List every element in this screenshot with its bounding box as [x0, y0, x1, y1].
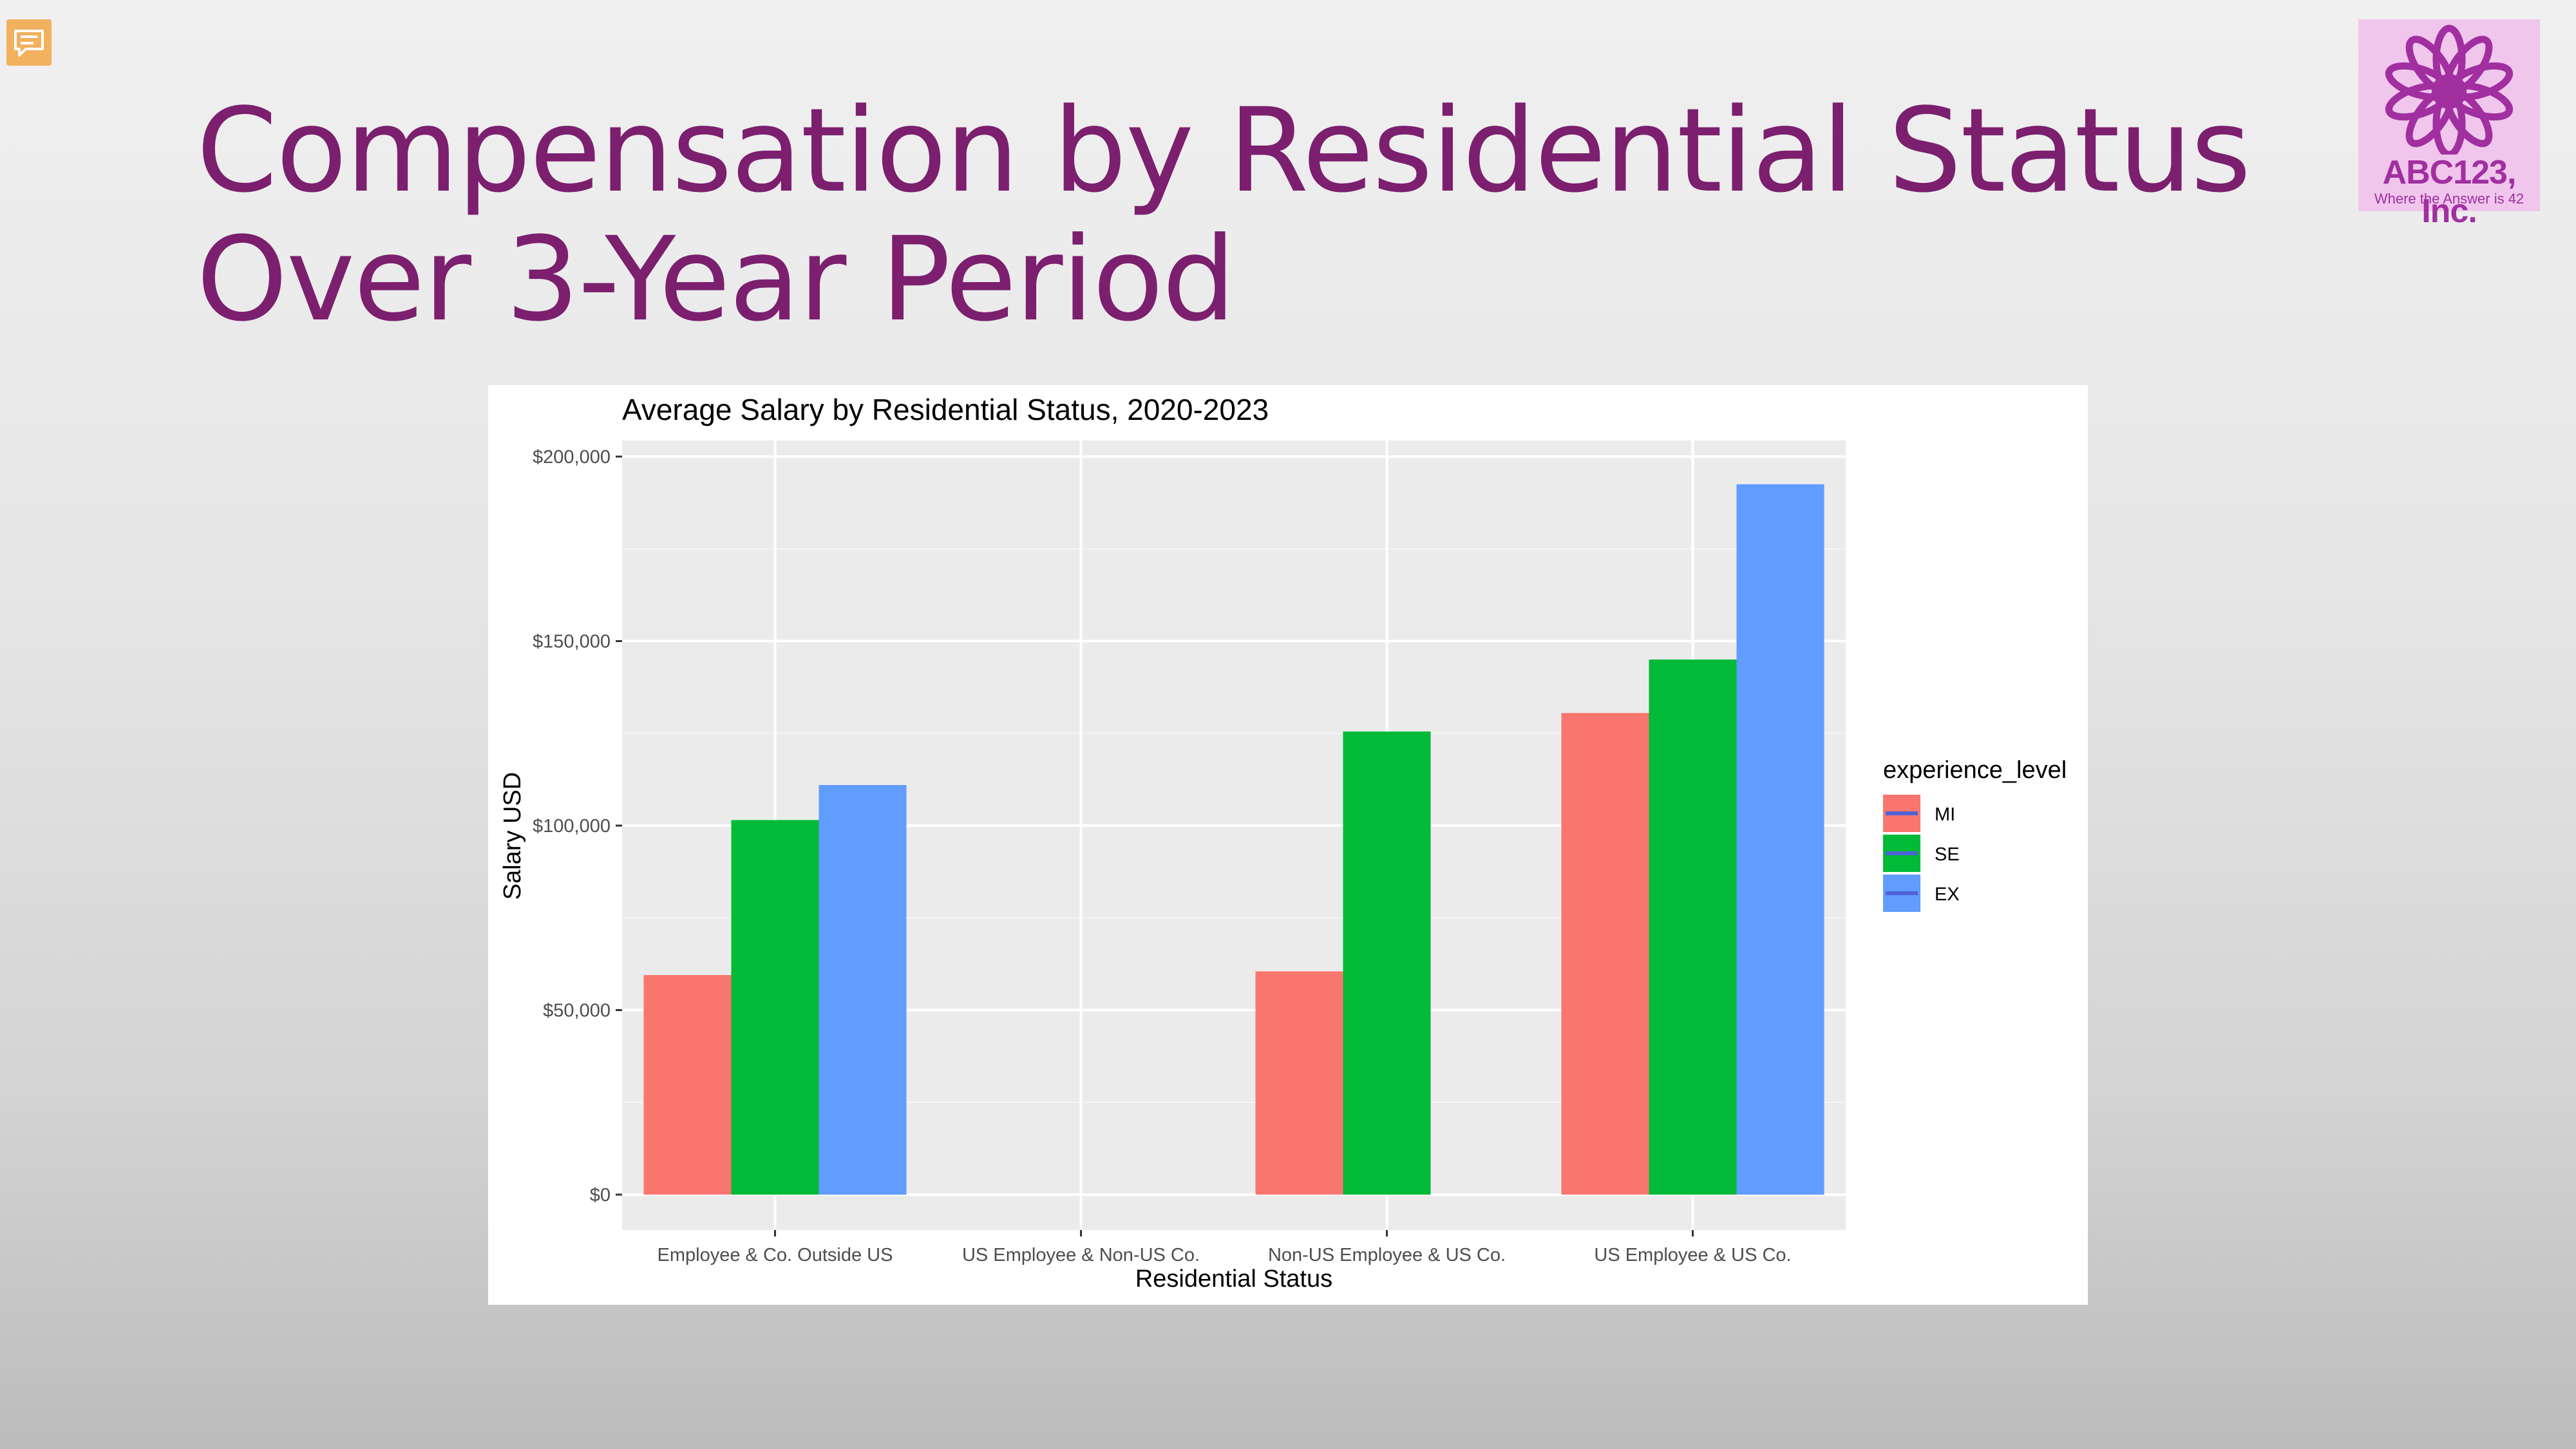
legend-title: experience_level: [1883, 757, 2067, 784]
chart-panel: Average Salary by Residential Status, 20…: [488, 385, 2088, 1305]
slide-title-line-1: Compensation by Residential Status: [196, 84, 2251, 218]
x-tick-label: US Employee & Non-US Co.: [962, 1245, 1200, 1265]
bar-mi-1: [643, 975, 732, 1195]
flower-petal: [2405, 35, 2455, 95]
y-tick-label: $200,000: [533, 447, 611, 468]
x-tick-label: Non-US Employee & US Co.: [1268, 1245, 1506, 1265]
bar-mi-3: [1255, 971, 1343, 1195]
company-logo: ABC123, Inc. Where the Answer is 42: [2358, 19, 2540, 230]
comment-icon[interactable]: [6, 19, 52, 66]
x-axis-label: Residential Status: [1135, 1265, 1332, 1293]
bar-se-3: [1343, 731, 1431, 1195]
bar-mi-4: [1561, 713, 1649, 1195]
chart-title: Average Salary by Residential Status, 20…: [622, 393, 1269, 426]
bar-se-1: [731, 820, 819, 1195]
x-tick-label: US Employee & US Co.: [1594, 1245, 1791, 1265]
y-tick-label: $0: [590, 1185, 611, 1206]
bar-chart: Average Salary by Residential Status, 20…: [499, 393, 2067, 1293]
slide-title: Compensation by Residential Status Over …: [196, 87, 2257, 345]
y-tick-label: $100,000: [533, 816, 611, 837]
legend-label-mi: MI: [1935, 804, 1955, 825]
bar-se-4: [1649, 659, 1737, 1195]
bar-ex-4: [1736, 484, 1824, 1195]
slide-title-line-2: Over 3-Year Period: [196, 213, 1236, 347]
legend: experience_level MI SE EX: [1883, 757, 2067, 912]
x-tick-label: Employee & Co. Outside US: [658, 1245, 893, 1265]
y-tick-label: $150,000: [533, 632, 611, 652]
y-axis-label: Salary USD: [499, 772, 526, 900]
logo-name: ABC123, Inc.: [2382, 154, 2517, 230]
logo-tagline: Where the Answer is 42: [2374, 191, 2524, 207]
legend-label-ex: EX: [1935, 884, 1960, 905]
y-tick-label: $50,000: [543, 1001, 611, 1021]
legend-label-se: SE: [1935, 844, 1960, 865]
bar-ex-1: [819, 784, 907, 1195]
flower-icon: [2385, 24, 2514, 155]
